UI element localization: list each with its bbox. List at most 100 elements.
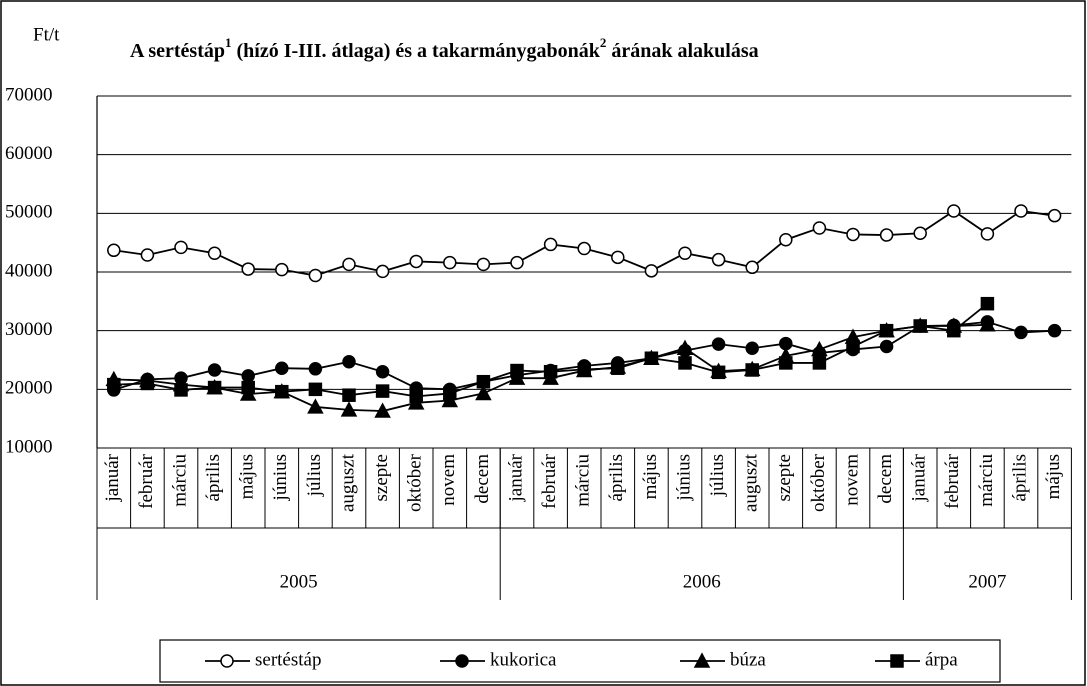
data-point: [241, 369, 255, 383]
data-point: [745, 363, 759, 377]
x-tick-label: márciu: [976, 454, 997, 507]
data-point: [846, 339, 860, 354]
x-tick-label: május: [237, 454, 258, 499]
data-point: [644, 351, 659, 365]
data-point: [308, 268, 323, 283]
data-point: [510, 255, 524, 270]
data-point: [846, 227, 860, 242]
data-point: [811, 340, 828, 357]
x-tick-label: május: [1043, 454, 1064, 499]
data-point: [342, 388, 356, 402]
legend-marker: [693, 652, 711, 668]
x-tick-label: október: [405, 453, 426, 512]
data-point: [241, 262, 255, 276]
data-point: [510, 363, 524, 378]
title-part: A sertéstáp: [130, 40, 225, 62]
data-point: [275, 262, 289, 277]
x-group-label: 2005: [280, 571, 318, 592]
data-point: [275, 384, 289, 399]
x-tick-label: auguszt: [337, 453, 358, 512]
x-tick-label: október: [808, 453, 829, 512]
data-point: [1047, 208, 1062, 223]
data-point: [174, 240, 188, 255]
x-tick-label: július: [304, 454, 325, 497]
title-superscript: 2: [600, 35, 607, 50]
data-point: [979, 316, 996, 332]
y-tick-label: 70000: [5, 84, 53, 105]
data-point: [307, 398, 324, 414]
data-point: [812, 221, 827, 235]
x-tick-label: április: [1009, 454, 1030, 502]
data-point: [745, 341, 759, 356]
data-point: [879, 339, 894, 354]
data-point: [207, 380, 222, 395]
x-tick-label: június: [673, 454, 694, 501]
legend-label: kukorica: [490, 649, 557, 670]
data-point: [913, 226, 927, 241]
data-point: [611, 250, 625, 265]
x-tick-label: január: [505, 453, 526, 502]
data-point: [375, 384, 390, 398]
data-point: [508, 369, 526, 385]
data-point: [374, 402, 391, 418]
data-point: [644, 264, 659, 278]
data-point: [1014, 325, 1028, 340]
legend-marker: [455, 654, 469, 668]
data-point: [879, 323, 894, 338]
data-point: [275, 361, 289, 375]
data-point: [678, 356, 692, 370]
x-tick-label: április: [606, 454, 627, 502]
x-tick-label: február: [539, 453, 560, 509]
legend-marker: [220, 654, 234, 668]
data-point: [980, 296, 995, 311]
data-point: [577, 362, 591, 377]
x-tick-label: novem: [841, 454, 862, 506]
data-point: [1014, 204, 1028, 218]
x-tick-label: április: [203, 454, 224, 502]
y-tick-label: 30000: [5, 319, 53, 340]
data-point: [678, 246, 692, 260]
data-point: [241, 380, 255, 395]
x-group-label: 2006: [683, 571, 721, 592]
chart-title: A sertéstáp1 (hízó I-III. átlaga) és a t…: [130, 35, 759, 61]
x-tick-label: szepte: [774, 454, 795, 501]
data-point: [913, 319, 927, 333]
data-point: [308, 382, 323, 397]
data-point: [611, 361, 625, 375]
data-point: [107, 243, 121, 258]
legend-label: árpa: [925, 649, 958, 670]
legend-label: búza: [730, 649, 766, 670]
data-point: [140, 376, 155, 391]
data-point: [207, 246, 222, 260]
data-point: [475, 384, 492, 401]
y-axis-label: Ft/t: [33, 24, 60, 45]
data-point: [207, 363, 222, 377]
data-point: [543, 237, 558, 252]
y-tick-label: 50000: [5, 202, 53, 223]
data-point: [947, 323, 961, 338]
x-tick-label: márciu: [573, 454, 594, 507]
data-point: [543, 364, 558, 379]
x-tick-label: decem: [472, 454, 493, 504]
data-point: [443, 255, 457, 270]
legend-box: [159, 639, 1001, 683]
title-part: (hízó I-III. átlaga) és a takarmánygabon…: [231, 40, 600, 62]
x-tick-label: június: [270, 454, 291, 501]
data-point: [779, 232, 793, 247]
data-point: [711, 337, 726, 351]
data-point: [409, 254, 423, 269]
y-tick-label: 20000: [5, 378, 53, 399]
title-part: árának alakulása: [606, 40, 758, 62]
title-superscript: 1: [225, 35, 232, 50]
x-tick-label: július: [707, 454, 728, 497]
x-tick-label: május: [640, 454, 661, 499]
data-point: [340, 401, 358, 417]
data-point: [443, 386, 457, 401]
x-tick-label: január: [102, 453, 123, 502]
data-point: [812, 356, 827, 370]
data-point: [711, 365, 726, 380]
data-point: [1047, 323, 1062, 338]
x-tick-label: január: [909, 453, 930, 502]
